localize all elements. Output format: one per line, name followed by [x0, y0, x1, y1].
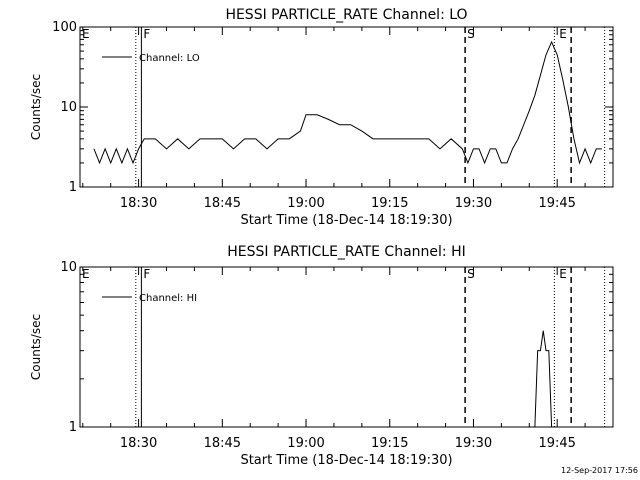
x-tick-label: 19:30 — [455, 196, 492, 211]
x-axis-label: Start Time (18-Dec-14 18:19:30) — [240, 453, 452, 468]
x-tick-label: 19:00 — [287, 196, 324, 211]
y-tick-label: 100 — [52, 20, 77, 35]
x-tick-label: 18:45 — [204, 436, 241, 451]
x-tick-label: 19:15 — [371, 196, 408, 211]
x-tick-label: 18:30 — [120, 436, 157, 451]
x-axis-label: Start Time (18-Dec-14 18:19:30) — [240, 213, 452, 228]
plot-frame — [79, 266, 614, 428]
legend-label: Channel: LO — [139, 53, 200, 64]
plot-frame — [79, 26, 614, 188]
x-tick-label: 19:15 — [371, 436, 408, 451]
y-axis-label: Counts/sec — [29, 74, 43, 140]
event-marker-label: E — [82, 267, 90, 281]
chart-title: HESSI PARTICLE_RATE Channel: LO — [225, 7, 467, 23]
series-line — [534, 330, 553, 428]
event-marker-label: E — [82, 27, 90, 41]
legend-label: Channel: HI — [139, 293, 197, 304]
y-tick-label: 1 — [69, 420, 77, 435]
x-tick-label: 19:45 — [538, 436, 575, 451]
x-tick-label: 19:00 — [287, 436, 324, 451]
event-marker-label: F — [143, 27, 150, 41]
event-marker-label: S — [467, 267, 475, 281]
y-tick-label: 10 — [60, 100, 77, 115]
x-tick-label: 18:45 — [204, 196, 241, 211]
x-tick-label: 19:45 — [538, 196, 575, 211]
event-marker-label: F — [143, 267, 150, 281]
x-tick-label: 19:30 — [455, 436, 492, 451]
y-axis-label: Counts/sec — [29, 314, 43, 380]
chart-title: HESSI PARTICLE_RATE Channel: HI — [227, 244, 465, 260]
event-marker-label: E — [559, 27, 567, 41]
series-line — [93, 40, 602, 165]
x-tick-label: 18:30 — [120, 196, 157, 211]
footer-timestamp: 12-Sep-2017 17:56 — [561, 466, 638, 475]
event-marker-label: S — [467, 27, 475, 41]
event-marker-label: E — [559, 267, 567, 281]
y-tick-label: 1 — [69, 180, 77, 195]
y-tick-label: 10 — [60, 260, 77, 275]
